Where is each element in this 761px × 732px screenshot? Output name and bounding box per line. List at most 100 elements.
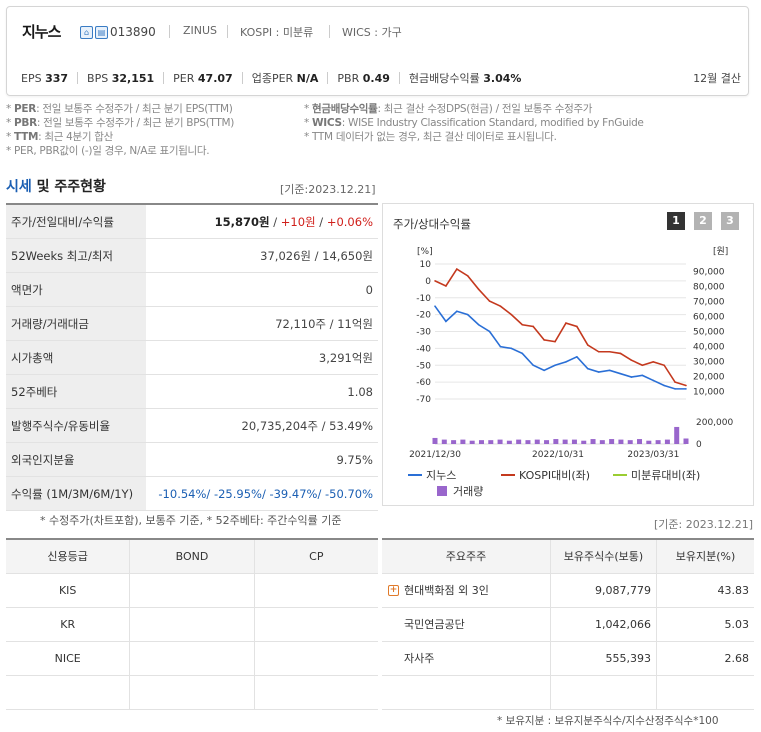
holder-name-cell[interactable]: + 현대백화점 외 3인: [382, 574, 551, 607]
value-part: /: [315, 215, 327, 229]
credit-row: NICE: [6, 642, 378, 676]
credit-row: KIS: [6, 574, 378, 608]
volume-bar: [432, 437, 438, 444]
note-text: : 최근 결산 수정DPS(현금) / 전일 보통주 수정주가: [377, 103, 593, 115]
company-header: 지누스 ⌂ ▤ 013890 ZINUS KOSPI : 미분류 WICS : …: [6, 6, 749, 96]
stat-label: 현금배당수익률: [408, 72, 480, 85]
price-row: 52주베타 1.08: [6, 375, 378, 409]
price-row: 수익률 (1M/3M/6M/1Y) -10.54%/ -25.95%/ -39.4…: [6, 477, 378, 511]
price-row-label: 외국인지분율: [6, 443, 146, 476]
value-part: /: [317, 487, 325, 501]
expand-plus-icon[interactable]: +: [388, 585, 399, 596]
series-point: [456, 268, 458, 270]
credit-row: [6, 676, 378, 710]
volume-bar: [609, 439, 615, 444]
volume-tick-label: 200,000: [696, 418, 733, 428]
credit-header: CP: [309, 550, 324, 563]
right-tick-label: 90,000: [693, 268, 725, 278]
price-row-label: 수익률 (1M/3M/6M/1Y): [6, 477, 146, 510]
value-part: -39.47%: [269, 487, 318, 501]
legend-swatch: [437, 486, 447, 496]
value-part: 1.08: [347, 385, 373, 399]
volume-bar: [683, 438, 689, 444]
volume-bar: [451, 440, 457, 444]
legend-label: 미분류대비(좌): [631, 469, 700, 482]
series-point: [586, 344, 589, 346]
series-point: [586, 367, 589, 370]
divider: [329, 25, 330, 38]
credit-cell: KIS: [6, 574, 131, 607]
stock-code: 013890: [110, 25, 156, 39]
volume-bar: [664, 439, 670, 444]
series-point: [565, 361, 567, 363]
series-point: [521, 352, 524, 355]
credit-header: 신용등급: [6, 540, 131, 573]
value-part: -50.70%: [325, 487, 373, 501]
x-tick-label: 2021/12/30: [409, 450, 461, 460]
legend-label: 지누스: [426, 469, 456, 482]
volume-tick-label: 0: [696, 440, 702, 450]
series-point: [619, 352, 622, 355]
credit-cell: NICE: [6, 642, 131, 675]
volume-bar: [618, 439, 624, 444]
series-point: [445, 285, 447, 287]
volume-bar: [674, 426, 680, 444]
credit-cell: [130, 608, 255, 641]
holder-row: 자사주 555,393 2.68: [382, 642, 754, 676]
note-line: * PER: 전일 보통주 수정주가 / 최근 분기 EPS(TTM): [6, 103, 233, 115]
divider: [227, 25, 228, 38]
holder-name-cell: 자사주: [382, 642, 551, 675]
holder-shares: 1,042,066: [551, 608, 657, 641]
series-point: [554, 340, 556, 343]
series-point: [543, 369, 545, 372]
holder-row: 국민연금공단 1,042,066 5.03: [382, 608, 754, 642]
price-row: 시가총액 3,291억원: [6, 341, 378, 375]
holder-name: 자사주: [404, 652, 435, 665]
note-text: : 최근 4분기 합산: [38, 131, 114, 143]
note-term: PBR: [14, 117, 37, 129]
series-point: [532, 364, 535, 367]
note-line: * 현금배당수익률: 최근 결산 수정DPS(현금) / 전일 보통주 수정주가: [304, 103, 593, 115]
volume-bar: [553, 439, 559, 444]
stat-value: 3.04%: [483, 72, 522, 85]
chart-tab-3[interactable]: 3: [721, 212, 739, 230]
stat-2: PER 47.07: [173, 72, 233, 85]
value-part: /: [261, 487, 270, 501]
divider: [163, 72, 165, 84]
note-term: WICS: [312, 117, 342, 129]
chart-tab-2[interactable]: 2: [694, 212, 712, 230]
left-tick-label: -50: [416, 361, 431, 371]
company-name[interactable]: 지누스: [22, 23, 61, 41]
divider: [327, 72, 329, 84]
divider: [169, 25, 170, 38]
stat-label: PER: [173, 71, 195, 85]
credit-cell: [255, 574, 378, 607]
left-tick-label: -60: [416, 378, 431, 388]
value-part: /: [206, 487, 214, 501]
chart-tab-1[interactable]: 1: [667, 212, 685, 230]
note-line: * TTM: 최근 4분기 합산: [6, 131, 114, 143]
series-point: [597, 350, 600, 353]
series-point: [565, 322, 567, 324]
series-point: [608, 369, 611, 372]
x-tick-label: 2022/10/31: [532, 450, 584, 460]
divider: [241, 72, 243, 84]
price-row-label: 시가총액: [6, 341, 146, 374]
note-term: PER: [14, 103, 37, 115]
holder-name-cell: [382, 676, 551, 709]
price-row: 주가/전일대비/수익률 15,870원 / +10원 / +0.06%: [6, 205, 378, 239]
price-row: 52Weeks 최고/최저 37,026원 / 14,650원: [6, 239, 378, 273]
note-text: : WISE Industry Classification Standard,…: [341, 117, 644, 129]
volume-bar: [562, 439, 568, 444]
home-icon[interactable]: ⌂: [80, 26, 93, 39]
price-row-label: 주가/전일대비/수익률: [6, 205, 146, 238]
price-row-label: 거래량/거래대금: [6, 307, 146, 340]
holders-header: 주요주주: [382, 540, 551, 573]
price-row-value: 15,870원 / +10원 / +0.06%: [146, 205, 378, 238]
volume-bar: [544, 440, 550, 444]
value-part: 3,291억원: [318, 351, 373, 365]
price-row-label: 52주베타: [6, 375, 146, 408]
value-part: -25.95%: [213, 487, 262, 501]
volume-bar: [441, 439, 447, 444]
print-icon[interactable]: ▤: [95, 26, 108, 39]
